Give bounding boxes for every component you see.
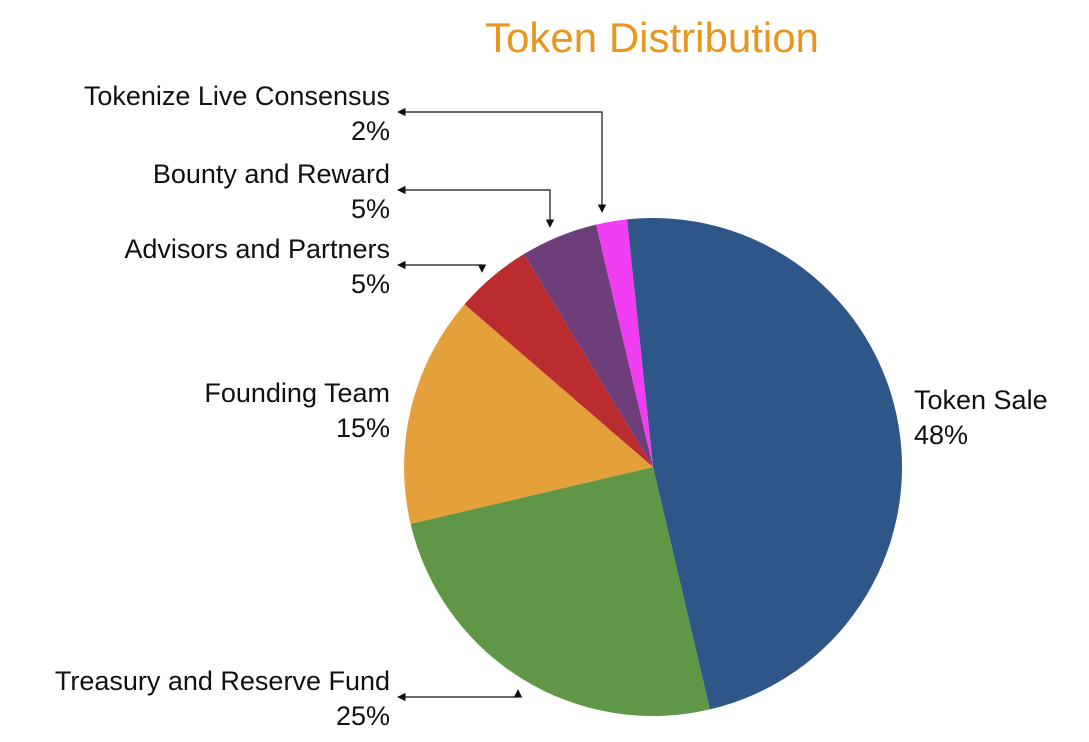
slice-token-sale — [626, 217, 903, 710]
label-founding-team: Founding Team — [204, 378, 390, 408]
chart-title: Token Distribution — [485, 14, 819, 61]
pie-slices — [404, 217, 903, 716]
slice-tokenize-live-consensus — [596, 219, 653, 467]
value-label-founding-team: 15% — [336, 413, 390, 443]
label-treasury-and-reserve-fund: Treasury and Reserve Fund — [55, 666, 390, 696]
slice-advisors-and-partners — [464, 254, 653, 467]
slice-bounty-and-reward — [524, 224, 653, 467]
value-label-bounty-and-reward: 5% — [351, 194, 390, 224]
leader-line-advisors-and-partners — [397, 260, 487, 273]
leader-line-tokenize-live-consensus — [397, 107, 607, 213]
leader-line-bounty-and-reward — [397, 185, 555, 228]
value-label-token-sale: 48% — [914, 420, 968, 450]
slice-founding-team — [404, 304, 653, 524]
value-label-advisors-and-partners: 5% — [351, 269, 390, 299]
label-bounty-and-reward: Bounty and Reward — [153, 159, 390, 189]
leader-line-treasury-and-reserve-fund — [397, 689, 523, 702]
value-label-treasury-and-reserve-fund: 25% — [336, 701, 390, 731]
slice-treasury-and-reserve-fund — [410, 467, 710, 716]
label-advisors-and-partners: Advisors and Partners — [124, 234, 390, 264]
label-tokenize-live-consensus: Tokenize Live Consensus — [84, 81, 390, 111]
label-token-sale: Token Sale — [914, 385, 1048, 415]
leader-lines — [397, 107, 607, 702]
value-label-tokenize-live-consensus: 2% — [351, 116, 390, 146]
slice-labels: Token Sale 48% Treasury and Reserve Fund 25… — [55, 81, 1048, 731]
